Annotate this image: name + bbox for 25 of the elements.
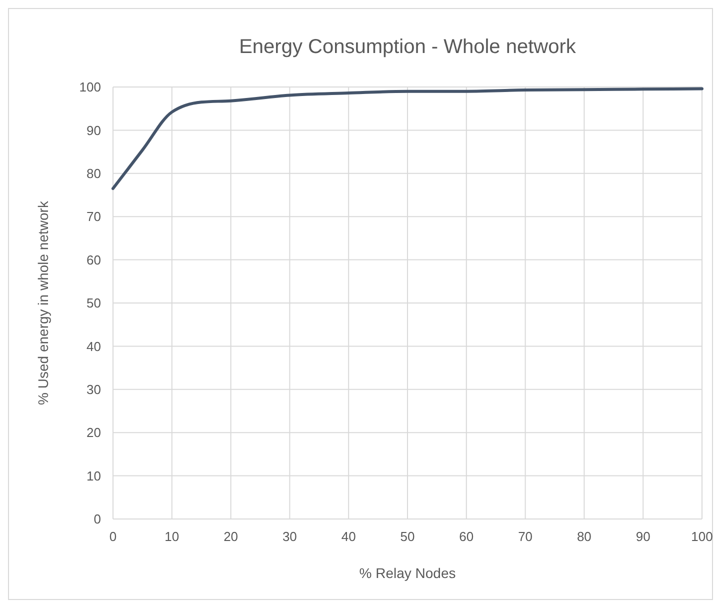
x-tick-label: 40 [341,529,356,544]
x-tick-label: 0 [109,529,117,544]
x-tick-label: 50 [400,529,415,544]
x-axis-title: % Relay Nodes [359,565,456,581]
x-tick-label: 30 [282,529,297,544]
x-tick-label: 90 [636,529,650,544]
x-tick-label: 60 [459,529,474,544]
y-tick-label: 30 [86,382,101,397]
chart-title: Energy Consumption - Whole network [239,36,577,58]
y-tick-label: 50 [86,296,101,311]
y-tick-label: 100 [79,80,101,95]
y-tick-label: 10 [86,468,101,484]
y-tick-label: 0 [94,512,101,527]
x-tick-label: 80 [576,529,592,544]
y-tick-label: 80 [86,166,101,181]
x-tick-label: 10 [164,529,180,544]
x-tick-label: 70 [518,529,533,544]
y-tick-label: 70 [86,209,101,224]
y-tick-label: 60 [86,252,101,268]
x-tick-label: 20 [224,529,238,544]
y-tick-label: 90 [86,122,101,138]
y-axis-title: % Used energy in whole network [35,200,51,405]
y-tick-label: 40 [86,338,101,354]
y-tick-label: 20 [86,425,101,440]
x-tick-label: 100 [691,529,713,544]
